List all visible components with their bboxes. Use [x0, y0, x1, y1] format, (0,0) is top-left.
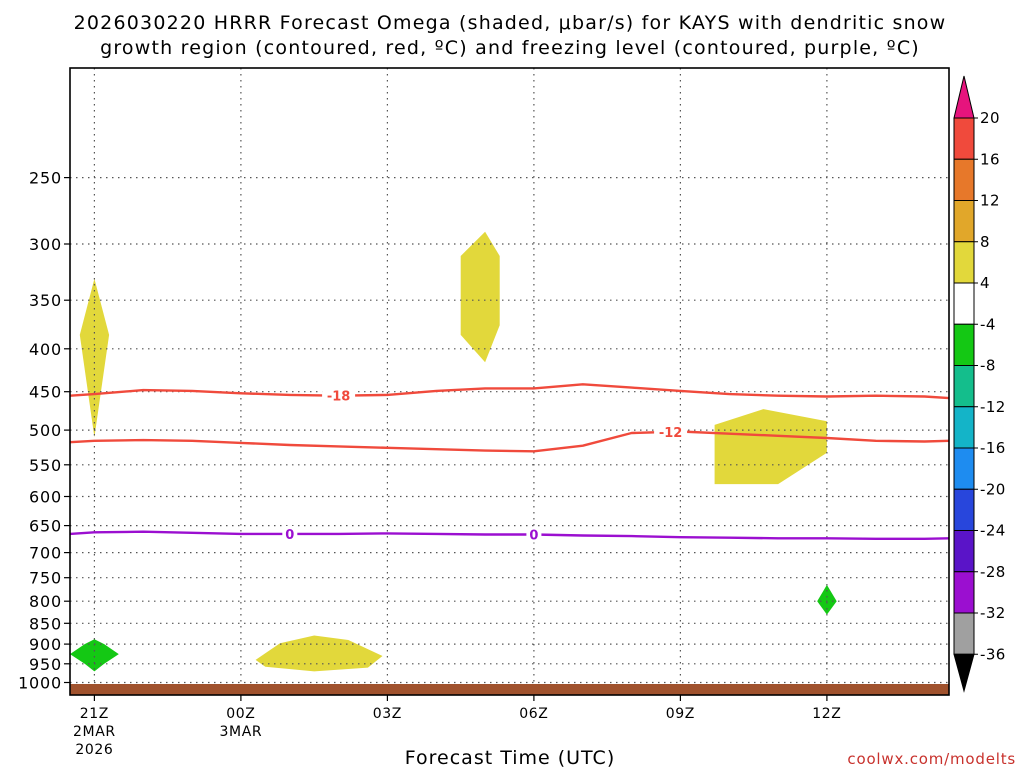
credit-text: coolwx.com/modelts [847, 750, 1016, 768]
colorbar-tick-label-12: -32 [980, 604, 1006, 622]
contour-label-bg--18-0 [322, 387, 356, 404]
colorbar-bin-4 [953, 282, 975, 325]
omega-region-yellow-22z-low [255, 635, 383, 672]
omega-region-green-12z-800 [817, 584, 837, 615]
colorbar-bin-6 [953, 365, 975, 408]
colorbar-bin-9 [953, 488, 975, 531]
terrain-layer [70, 684, 949, 695]
x-tick-label-12Z: 12Z [812, 706, 841, 722]
grid-lines [70, 68, 949, 695]
colorbar-tick-label-6: -8 [980, 357, 996, 375]
colorbar-tick-label-1: 16 [980, 150, 1000, 168]
x-tick-label-00Z: 00Z [226, 706, 255, 722]
colorbar-tick-label-8: -16 [980, 439, 1006, 457]
y-tick-label-700: 700 [29, 544, 62, 563]
y-tick-label-350: 350 [29, 291, 62, 310]
contour-label-bg-0-0 [282, 525, 298, 542]
colorbar-tick-label-3: 8 [980, 233, 990, 251]
colorbar-tick-label-11: -28 [980, 563, 1006, 581]
colorbar-legend: 20 16 12 8 4 -4 -8 -12 -16 -20 -24 -28 -32 -36 [953, 75, 1006, 693]
colorbar-bin-3 [953, 241, 975, 284]
colorbar-tick-label-13: -36 [980, 645, 1006, 663]
y-tick-label-300: 300 [29, 235, 62, 254]
plot-area: -18 -12 0 0 [69, 67, 950, 696]
x-tick-sublabel-00Z: 3MAR [220, 724, 263, 740]
omega-shading-layer [70, 231, 837, 672]
contour-label-bg-0-1 [526, 526, 542, 543]
colorbar-tick-label-0: 20 [980, 109, 1000, 127]
x-tick-label-09Z: 09Z [666, 706, 695, 722]
colorbar-tick-label-5: -4 [980, 315, 996, 333]
colorbar-tick-label-9: -20 [980, 480, 1006, 498]
chart-title-line-2: growth region (contoured, red, ºC) and f… [100, 37, 920, 59]
x-tick-label-03Z: 03Z [373, 706, 402, 722]
colorbar-bin-11 [953, 571, 975, 614]
contour-label-0-0: 0 [285, 528, 294, 543]
colorbar-bin-2 [953, 200, 975, 243]
y-tick-label-600: 600 [29, 488, 62, 507]
colorbar-tick-label-2: 12 [980, 192, 1000, 210]
y-tick-label-850: 850 [29, 614, 62, 633]
plot-frame [69, 67, 950, 696]
omega-region-green-21z-low [70, 639, 119, 672]
contour-lines: -18 -12 0 0 [69, 383, 950, 544]
x-axis-title: Forecast Time (UTC) [405, 747, 615, 768]
contour-label-bg--12-0 [654, 423, 688, 440]
colorbar-bin-12 [953, 612, 975, 655]
colorbar-bin-1 [953, 158, 975, 201]
y-tick-label-1000: 1000 [18, 674, 62, 693]
contour-label--18-0: -18 [327, 390, 351, 405]
x-tick-sublabel-21Z: 2MAR [73, 724, 116, 740]
contour-line--12 [69, 430, 950, 453]
y-tick-label-450: 450 [29, 383, 62, 402]
contour-line--18 [69, 383, 950, 400]
x-tick-label-06Z: 06Z [519, 706, 548, 722]
colorbar-tick-label-4: 4 [980, 274, 990, 292]
colorbar-bin-8 [953, 447, 975, 490]
y-tick-label-400: 400 [29, 340, 62, 359]
y-tick-label-950: 950 [29, 655, 62, 674]
contour-label-0-1: 0 [529, 529, 538, 544]
y-tick-label-250: 250 [29, 169, 62, 188]
terrain-band [70, 684, 949, 695]
colorbar-tick-label-10: -24 [980, 522, 1006, 540]
x-tick-label-21Z: 21Z [80, 706, 109, 722]
omega-region-yellow-02z-upper [460, 231, 500, 363]
colorbar-bin-7 [953, 406, 975, 449]
y-tick-label-800: 800 [29, 592, 62, 611]
x-axis: 21Z 2MAR 2026 00Z 3MAR 03Z 06Z 09Z 12Z [73, 695, 841, 758]
colorbar-bin-0 [953, 117, 975, 160]
chart-title-line-1: 2026030220 HRRR Forecast Omega (shaded, … [74, 12, 947, 34]
y-axis: 250 300 350 400 450 500 550 600 650 700 750 800 850 9… [18, 169, 70, 693]
y-tick-label-900: 900 [29, 635, 62, 654]
y-tick-label-550: 550 [29, 456, 62, 475]
y-tick-label-500: 500 [29, 421, 62, 440]
omega-region-yellow-11z-mid [714, 409, 827, 485]
colorbar-bin-5 [953, 323, 975, 366]
contour-line-0 [69, 530, 950, 540]
colorbar-tick-label-7: -12 [980, 398, 1006, 416]
contour-label--12-0: -12 [659, 426, 683, 441]
colorbar-top-arrow [953, 75, 975, 119]
y-tick-label-750: 750 [29, 569, 62, 588]
x-tick-year-21Z: 2026 [75, 742, 113, 758]
colorbar-bin-10 [953, 530, 975, 573]
omega-region-yellow-21z-upper [79, 278, 110, 438]
y-tick-label-650: 650 [29, 517, 62, 536]
colorbar-bottom-arrow [953, 653, 975, 693]
